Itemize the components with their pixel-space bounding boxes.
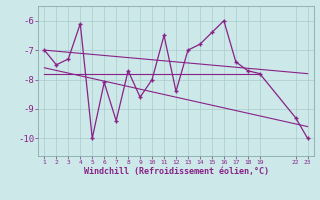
- X-axis label: Windchill (Refroidissement éolien,°C): Windchill (Refroidissement éolien,°C): [84, 167, 268, 176]
